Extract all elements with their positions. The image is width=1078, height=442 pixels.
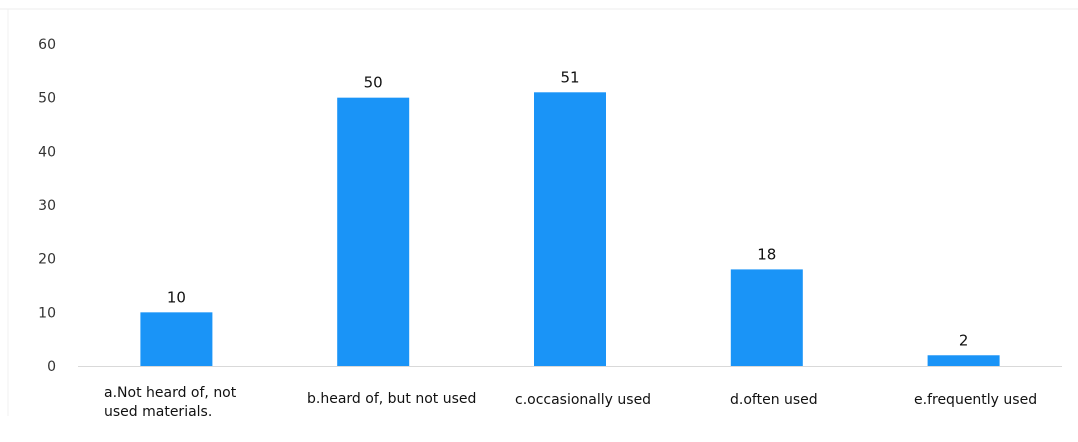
- category-label-b: b.heard of, but not used: [307, 391, 477, 407]
- data-label: 18: [757, 245, 776, 263]
- data-label: 51: [560, 68, 579, 86]
- bar: [140, 312, 213, 366]
- bar: [730, 269, 803, 366]
- bar: [927, 355, 1000, 366]
- y-tick-label: 50: [38, 91, 56, 107]
- y-tick-label: 30: [38, 198, 56, 214]
- y-tick-label: 20: [38, 252, 56, 268]
- y-tick-label: 10: [38, 305, 56, 321]
- bar: [337, 97, 410, 367]
- y-tick-label: 60: [38, 37, 56, 53]
- data-label: 2: [959, 331, 969, 349]
- data-label: 50: [364, 74, 383, 92]
- category-label-d: d.often used: [730, 392, 818, 408]
- y-tick-label: 0: [47, 359, 56, 375]
- y-tick-label: 40: [38, 144, 56, 160]
- bar: [534, 92, 606, 367]
- data-label: 10: [167, 288, 186, 306]
- category-label-e: e.frequently used: [914, 392, 1038, 408]
- category-label-c: c.occasionally used: [515, 392, 652, 408]
- category-label-a: a.Not heard of, not used materials.: [104, 385, 237, 420]
